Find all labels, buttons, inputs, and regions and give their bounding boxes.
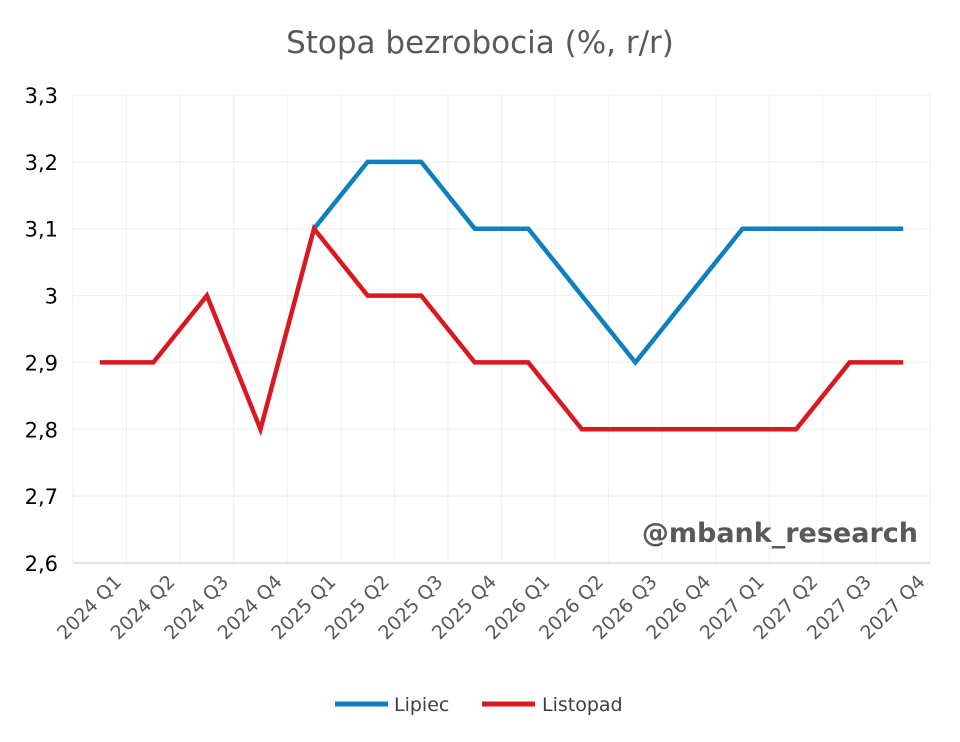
series-line-lipiec (312, 159, 904, 367)
y-tick-label: 3,2 (25, 151, 58, 175)
series-line-listopad (99, 223, 904, 437)
y-tick-label: 3,1 (25, 218, 58, 242)
chart-title: Stopa bezrobocia (%, r/r) (286, 25, 674, 61)
y-tick-label: 2,8 (25, 418, 58, 442)
legend: Lipiec Listopad (335, 694, 623, 716)
y-tick-label: 2,9 (25, 351, 58, 375)
y-axis: 2,6 2,7 2,8 2,9 3 3,1 3,2 3,3 (25, 84, 58, 576)
legend-label-listopad: Listopad (542, 694, 623, 716)
y-tick-label: 2,6 (25, 552, 58, 576)
series-group (99, 159, 904, 437)
y-tick-label: 2,7 (25, 485, 58, 509)
grid (72, 94, 931, 563)
legend-label-lipiec: Lipiec (394, 694, 449, 716)
y-tick-label: 3,3 (25, 84, 58, 108)
watermark: @mbank_research (642, 518, 918, 549)
y-tick-label: 3 (45, 285, 58, 309)
